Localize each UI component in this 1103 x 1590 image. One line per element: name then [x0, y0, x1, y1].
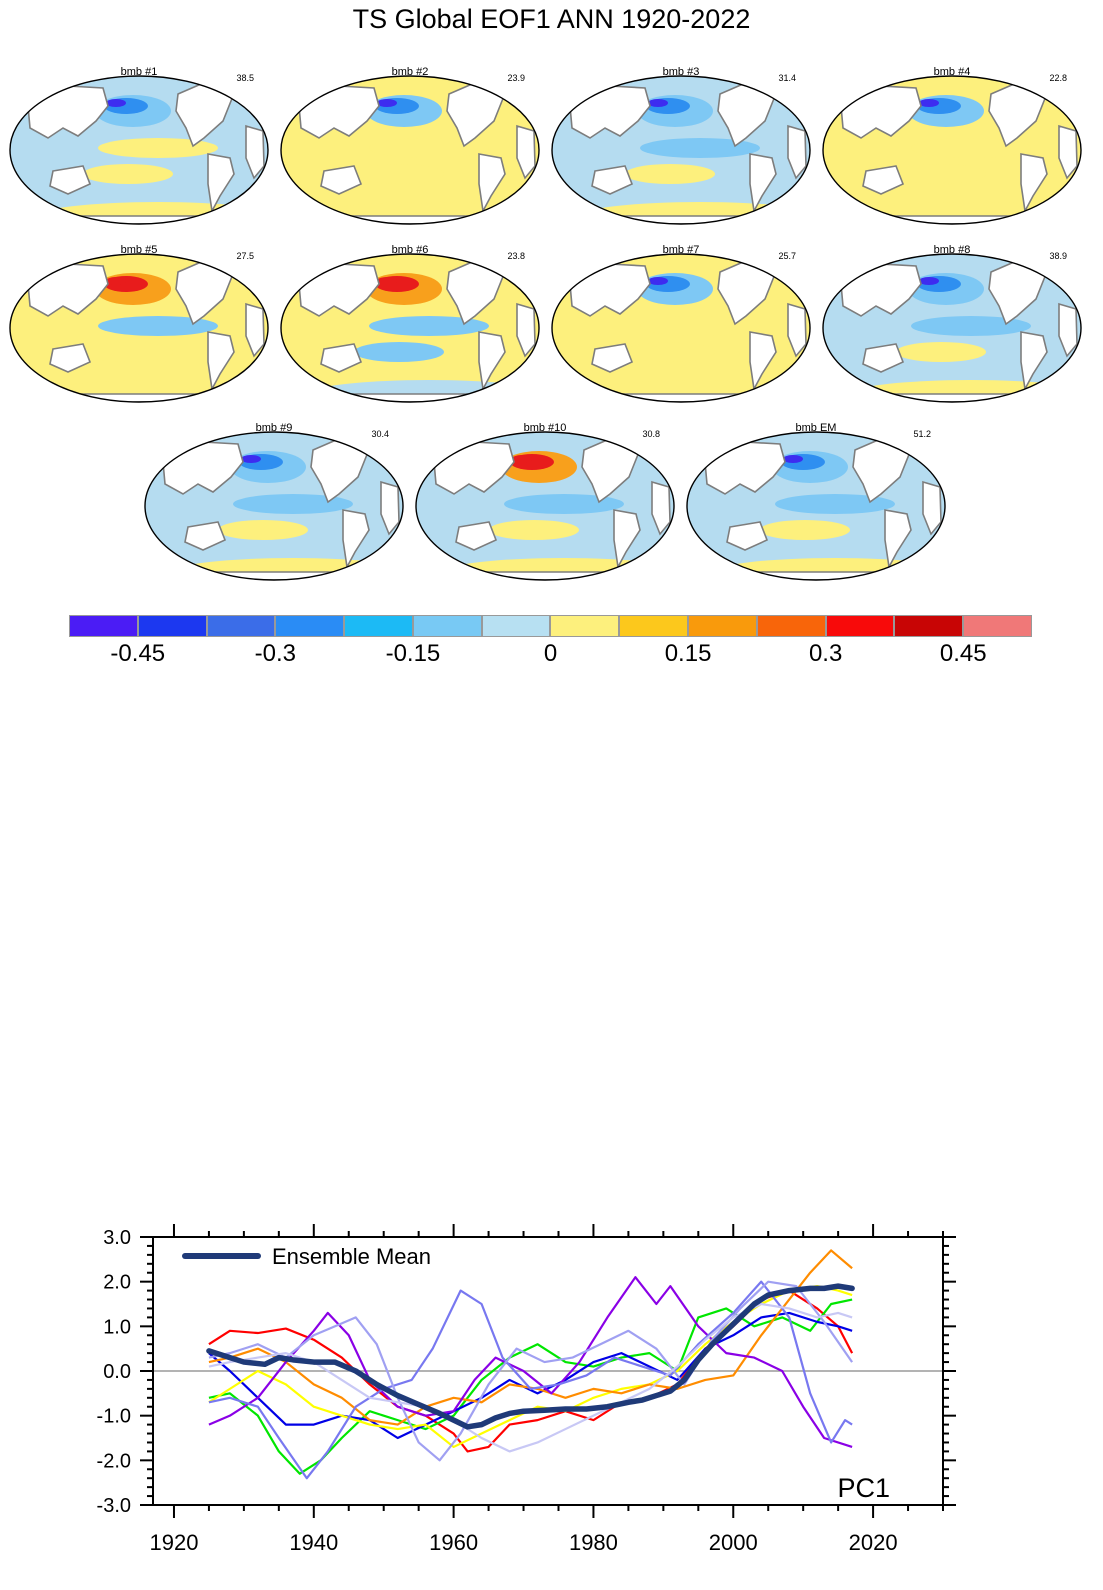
- colorbar-cell: [69, 615, 138, 637]
- map-panel: bmb #6 23.8: [279, 244, 541, 404]
- member-series-line: [208, 1280, 854, 1462]
- panel-title: bmb #9: [255, 422, 293, 434]
- colorbar-cell: [344, 615, 413, 637]
- map-panel: bmb #3 31.4: [550, 66, 812, 226]
- x-tick-label: 1960: [429, 1530, 478, 1555]
- colorbar-tick-label: -0.45: [110, 640, 166, 667]
- panel-title: bmb #5: [120, 244, 158, 256]
- colorbar-cell: [963, 615, 1032, 637]
- colorbar-tick-label: 0.15: [664, 640, 712, 667]
- map-svg: [144, 431, 404, 581]
- panel-variance: 31.4: [778, 73, 796, 83]
- panel-variance: 38.9: [1049, 251, 1067, 261]
- panel-variance: 23.9: [507, 73, 525, 83]
- map-panel: bmb EM 51.2: [685, 422, 947, 582]
- panel-variance: 27.5: [236, 251, 254, 261]
- colorbar-tick-label: 0.3: [808, 640, 843, 667]
- member-series-line: [208, 1249, 853, 1426]
- y-tick-label: -3.0: [97, 1495, 131, 1517]
- y-tick-label: 2.0: [103, 1272, 131, 1294]
- panel-title: bmb #10: [523, 422, 567, 434]
- colorbar-cell: [481, 615, 551, 637]
- colorbar-cell: [894, 615, 964, 637]
- member-series-line: [208, 1280, 853, 1480]
- y-tick-label: -2.0: [97, 1450, 131, 1472]
- map-svg: [551, 75, 811, 225]
- y-tick-label: -1.0: [97, 1406, 131, 1428]
- map-panel: bmb #10 30.8: [414, 422, 676, 582]
- map-panel: bmb #9 30.4: [143, 422, 405, 582]
- y-tick-label: 0.0: [103, 1361, 131, 1383]
- colorbar-cell: [412, 615, 482, 637]
- ensemble-mean-line: [206, 1283, 855, 1430]
- map-panel: bmb #5 27.5: [8, 244, 270, 404]
- legend-label: Ensemble Mean: [272, 1244, 431, 1269]
- panel-variance: 22.8: [1049, 73, 1067, 83]
- map-svg: [686, 431, 946, 581]
- panel-title: bmb #4: [933, 66, 971, 78]
- colorbar-cell: [825, 615, 895, 637]
- panel-title: bmb #7: [662, 244, 700, 256]
- map-svg: [822, 75, 1082, 225]
- panel-variance: 25.7: [778, 251, 796, 261]
- colorbar-tick-label: 0.45: [939, 640, 987, 667]
- panel-title: bmb #8: [933, 244, 971, 256]
- colorbar-cell: [619, 615, 689, 637]
- colorbar-tick-label: -0.15: [385, 640, 441, 667]
- map-panel: bmb #1 38.5: [8, 66, 270, 226]
- colorbar-cell: [756, 615, 826, 637]
- panel-title: bmb #2: [391, 66, 429, 78]
- map-svg: [9, 75, 269, 225]
- colorbar: [69, 615, 1032, 637]
- colorbar-cell: [137, 615, 207, 637]
- panel-variance: 30.4: [371, 429, 389, 439]
- x-tick-label: 1920: [149, 1530, 198, 1555]
- map-svg: [9, 253, 269, 403]
- map-panel: bmb #4 22.8: [821, 66, 1083, 226]
- map-svg: [280, 75, 540, 225]
- x-tick-label: 1940: [289, 1530, 338, 1555]
- colorbar-cell: [550, 615, 620, 637]
- colorbar-cell: [275, 615, 345, 637]
- panel-variance: 30.8: [642, 429, 660, 439]
- panel-title: bmb #6: [391, 244, 429, 256]
- pc1-time-series-chart: 1920 1940 1960 1980 2000 2020 3.0 2.0 1.0 0.0 -1.0…: [97, 1224, 956, 1555]
- panel-variance: 38.5: [236, 73, 254, 83]
- map-panel: bmb #7 25.7: [550, 244, 812, 404]
- main-title: TS Global EOF1 ANN 1920-2022: [352, 4, 751, 34]
- colorbar-cell: [206, 615, 276, 637]
- map-svg: [551, 253, 811, 403]
- map-svg: [280, 253, 540, 403]
- y-tick-label: 1.0: [103, 1316, 131, 1338]
- pc1-annotation: PC1: [837, 1473, 890, 1503]
- colorbar-tick-label: 0: [543, 640, 558, 667]
- map-svg: [822, 253, 1082, 403]
- y-tick-label: 3.0: [103, 1227, 131, 1249]
- map-panel: bmb #8 38.9: [821, 244, 1083, 404]
- x-tick-label: 2020: [849, 1530, 898, 1555]
- map-svg: [415, 431, 675, 581]
- member-series-line: [208, 1285, 853, 1449]
- panel-variance: 23.8: [507, 251, 525, 261]
- x-tick-label: 1980: [569, 1530, 618, 1555]
- member-series-line: [208, 1298, 853, 1475]
- panel-variance: 51.2: [913, 429, 931, 439]
- x-tick-label: 2000: [709, 1530, 758, 1555]
- panel-title: bmb #1: [120, 66, 158, 78]
- colorbar-tick-label: -0.3: [254, 640, 297, 667]
- map-panel: bmb #2 23.9: [279, 66, 541, 226]
- panel-title: bmb EM: [795, 422, 837, 434]
- member-series-line: [208, 1276, 853, 1448]
- colorbar-cell: [688, 615, 757, 637]
- panel-title: bmb #3: [662, 66, 700, 78]
- member-series-line: [208, 1311, 853, 1440]
